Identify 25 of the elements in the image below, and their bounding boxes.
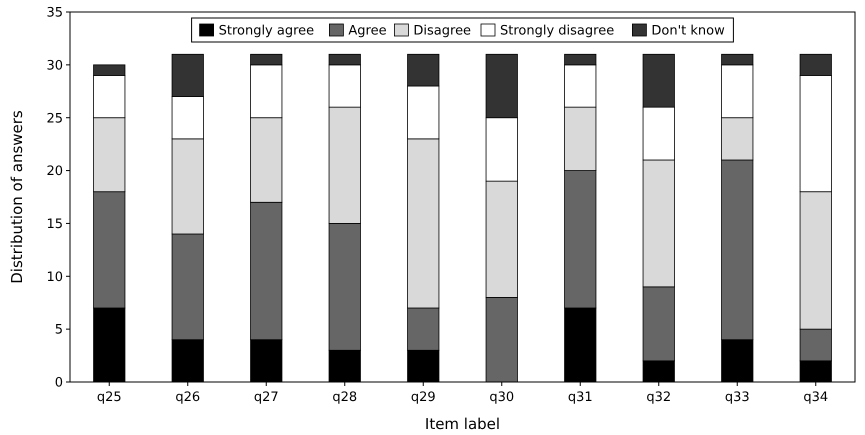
y-tick-label: 25 xyxy=(46,111,63,126)
legend-label: Disagree xyxy=(413,24,472,39)
x-tick-label: q29 xyxy=(410,390,436,405)
legend-label: Don't know xyxy=(651,24,726,39)
y-axis-title: Distribution of answers xyxy=(8,110,26,284)
y-tick-label: 30 xyxy=(46,58,63,74)
y-tick-label: 10 xyxy=(46,270,63,285)
x-tick-label: q25 xyxy=(96,390,122,405)
y-tick-label: 5 xyxy=(54,322,63,338)
y-tick-label: 15 xyxy=(46,216,63,232)
legend-label: Agree xyxy=(348,24,387,39)
legend-label: Strongly agree xyxy=(218,24,314,39)
x-tick-label: q34 xyxy=(803,390,828,405)
x-axis-title: Item label xyxy=(424,415,500,433)
x-tick-label: q31 xyxy=(568,390,593,405)
legend-label: Strongly disagree xyxy=(500,24,614,39)
x-tick-label: q33 xyxy=(724,390,750,405)
x-tick-label: q32 xyxy=(646,390,672,405)
x-tick-label: q28 xyxy=(332,390,358,405)
y-tick-label: 35 xyxy=(46,6,63,21)
x-tick-label: q27 xyxy=(254,390,279,405)
y-tick-label: 0 xyxy=(54,376,63,391)
x-tick-label: q26 xyxy=(175,390,200,405)
x-tick-label: q30 xyxy=(489,390,514,405)
y-tick-label: 20 xyxy=(46,164,63,180)
